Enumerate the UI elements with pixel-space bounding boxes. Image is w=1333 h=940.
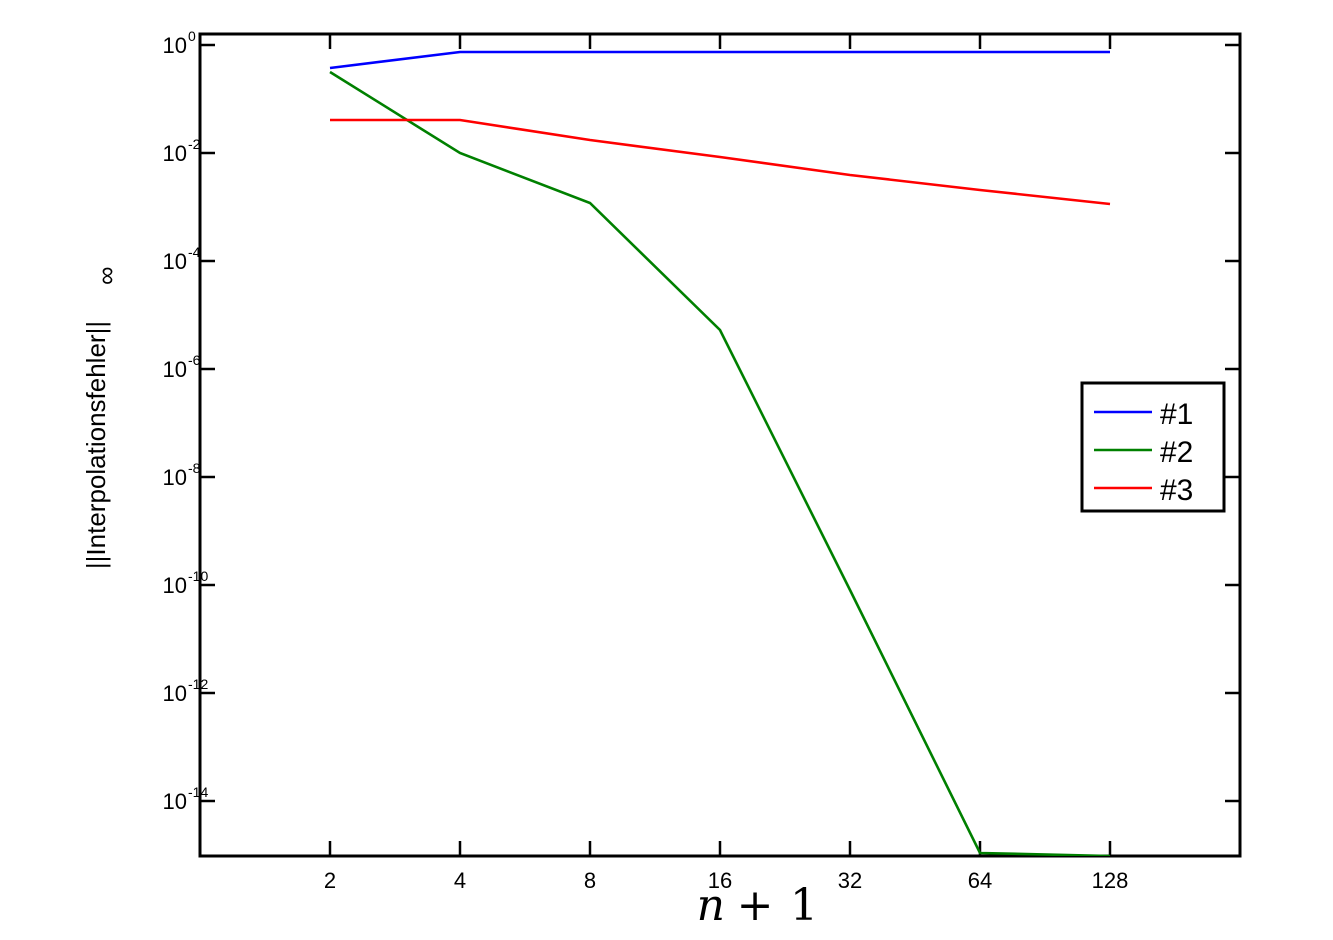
x-tick-label-4: 32 — [838, 868, 862, 893]
series-line-2 — [329, 70, 1111, 856]
legend-item-3[interactable]: #3 — [1094, 474, 1193, 507]
x-axis-title-n: n — [697, 880, 725, 931]
y-axis-title: ||Interpolationsfehler|| ∞ — [81, 266, 121, 569]
x-tick-label-2: 8 — [584, 868, 596, 893]
legend-label-1: #1 — [1160, 398, 1193, 431]
y-tick-label-6: 10 — [163, 681, 187, 706]
y-tick-exp-5: -10 — [188, 568, 208, 584]
series-line-1 — [329, 50, 1110, 70]
y-tick-exp-6: -12 — [188, 676, 208, 692]
x-axis-title: n + 1 — [697, 880, 818, 931]
y-tick-exp-4: -8 — [188, 460, 201, 476]
y-axis-title-text: ||Interpolationsfehler|| — [81, 321, 111, 569]
y-tick-labels: 10 0 10 -2 10 -4 10 -6 10 -8 10 -10 10 -… — [163, 28, 209, 814]
x-tick-label-1: 4 — [454, 868, 466, 893]
series-line-3 — [330, 118, 1111, 206]
x-tick-label-3: 16 — [708, 868, 732, 893]
x-tick-label-5: 64 — [968, 868, 992, 893]
x-axis-title-one: 1 — [790, 880, 818, 931]
y-tick-label-5: 10 — [163, 573, 187, 598]
y-tick-exp-0: 0 — [188, 28, 196, 44]
y-tick-exp-7: -14 — [188, 784, 208, 800]
x-tick-label-6: 128 — [1092, 868, 1129, 893]
y-tick-exp-1: -2 — [188, 136, 201, 152]
y-axis-title-subscript: ∞ — [91, 266, 121, 285]
legend-label-3: #3 — [1160, 474, 1193, 507]
x-tick-labels: 2 4 8 16 32 64 128 — [324, 868, 1128, 893]
y-tick-label-1: 10 — [163, 141, 187, 166]
y-tick-label-3: 10 — [163, 357, 187, 382]
y-tick-label-2: 10 — [163, 249, 187, 274]
y-tick-label-7: 10 — [163, 789, 187, 814]
plot-background — [200, 34, 1240, 856]
x-tick-marks — [328, 34, 1112, 856]
y-tick-exp-2: -4 — [188, 244, 201, 260]
legend-item-1[interactable]: #1 — [1094, 398, 1193, 431]
legend[interactable]: #1 #2 #3 — [1080, 381, 1226, 513]
x-tick-label-0: 2 — [324, 868, 336, 893]
y-tick-marks — [200, 43, 1240, 803]
legend-item-2[interactable]: #2 — [1094, 436, 1193, 469]
x-axis-title-plus: + — [737, 880, 774, 931]
y-tick-exp-3: -6 — [188, 352, 201, 368]
legend-box — [1080, 381, 1226, 513]
legend-label-2: #2 — [1160, 436, 1193, 469]
y-tick-label-4: 10 — [163, 465, 187, 490]
y-tick-label-0: 10 — [163, 33, 187, 58]
